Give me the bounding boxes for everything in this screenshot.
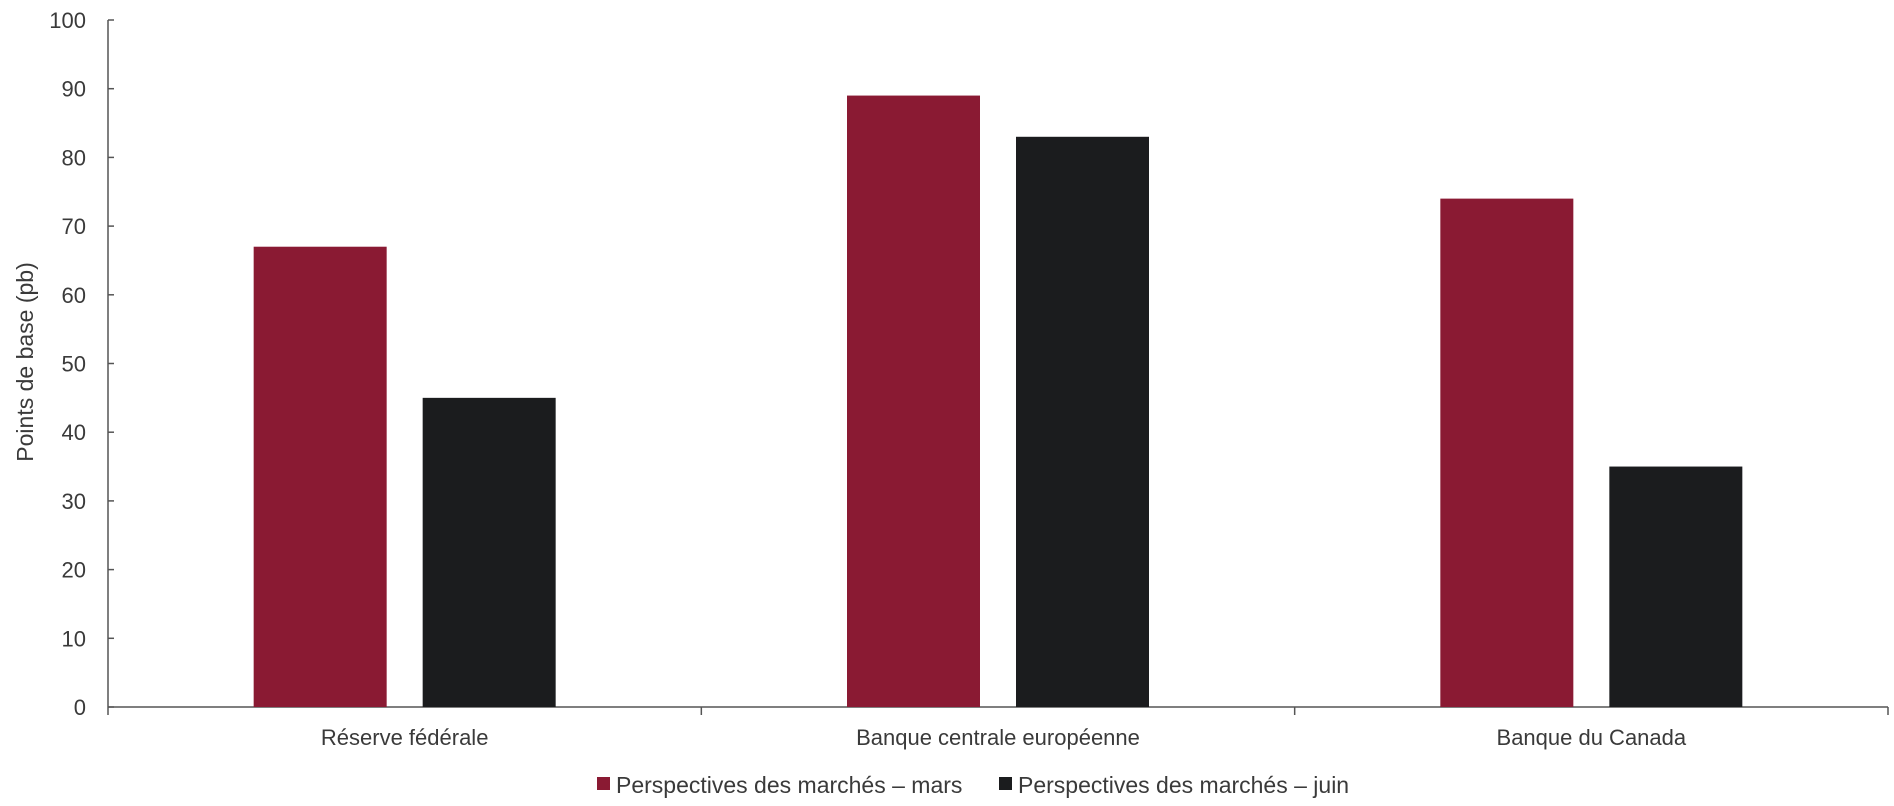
x-axis: Réserve fédérale Banque centrale européen… <box>107 706 1889 750</box>
y-tick-label: 90 <box>62 77 86 102</box>
y-tick-label: 10 <box>62 626 86 651</box>
y-tick-label: 60 <box>62 283 86 308</box>
y-axis: 0 10 20 30 40 50 60 70 80 90 100 <box>49 8 114 720</box>
bar-mars <box>253 246 387 707</box>
bar-mars <box>1440 198 1574 707</box>
bar-mars <box>847 95 980 707</box>
legend: Perspectives des marchés – mars Perspecti… <box>597 772 1349 798</box>
y-tick-label: 0 <box>74 695 86 720</box>
y-tick-label: 80 <box>62 145 86 170</box>
bar-juin <box>422 397 556 707</box>
legend-swatch <box>597 777 610 790</box>
y-tick-label: 40 <box>62 420 86 445</box>
y-tick-label: 70 <box>62 214 86 239</box>
y-tick-label: 20 <box>62 558 86 583</box>
legend-label: Perspectives des marchés – mars <box>616 772 962 798</box>
x-tick-label: Banque du Canada <box>1497 725 1687 750</box>
x-tick-label: Banque centrale européenne <box>856 725 1140 750</box>
bars <box>253 95 1743 708</box>
y-axis-title: Points de base (pb) <box>12 262 38 461</box>
y-tick-label: 30 <box>62 489 86 514</box>
bar-juin <box>1016 136 1149 708</box>
x-tick-label: Réserve fédérale <box>321 725 489 750</box>
legend-label: Perspectives des marchés – juin <box>1018 772 1349 798</box>
y-tick-label: 50 <box>62 352 86 377</box>
y-tick-label: 100 <box>49 8 86 33</box>
bar-juin <box>1609 466 1743 707</box>
legend-swatch <box>999 777 1012 790</box>
